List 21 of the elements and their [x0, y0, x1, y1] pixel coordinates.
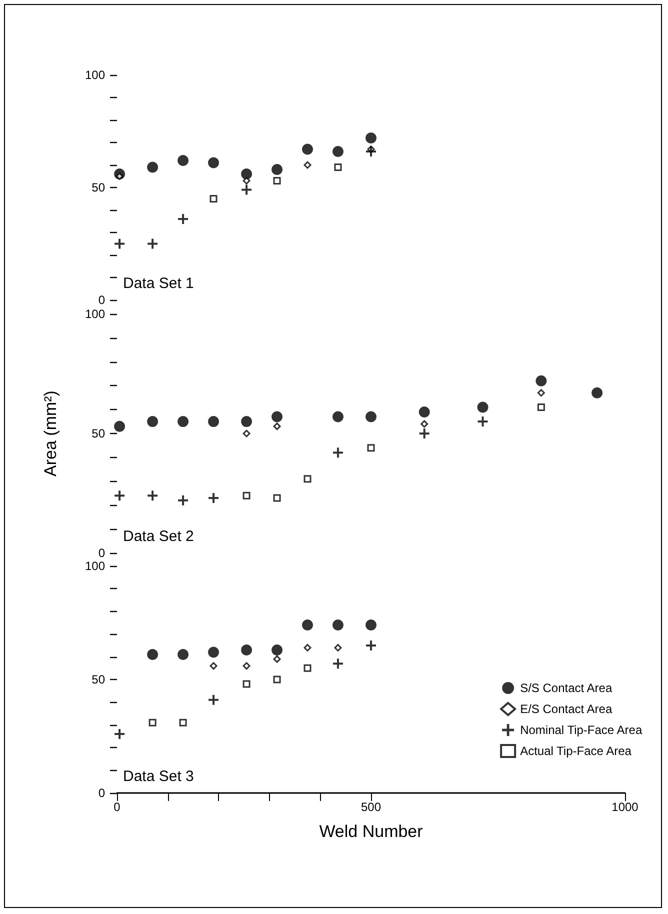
y-tick-label: 100 — [84, 307, 106, 321]
x-axis-title: Weld Number — [319, 822, 424, 841]
x-tick-label: 500 — [360, 800, 382, 814]
legend-label: S/S Contact Area — [520, 681, 612, 695]
y-tick-label: 50 — [92, 180, 106, 194]
y-tick-label: 50 — [92, 672, 106, 686]
y-tick-label: 0 — [98, 293, 106, 307]
annotation: Data Set 1 — [123, 275, 194, 292]
annotation: Data Set 2 — [123, 528, 194, 545]
legend-label: Nominal Tip-Face Area — [520, 723, 642, 737]
annotation: Data Set 3 — [123, 768, 194, 785]
y-tick-label: 50 — [92, 426, 106, 440]
y-tick-label: 0 — [98, 546, 106, 560]
x-tick-label: 1000 — [612, 800, 639, 814]
y-tick-label: 0 — [98, 786, 106, 800]
x-tick-label: 0 — [114, 800, 121, 814]
legend-label: Actual Tip-Face Area — [520, 744, 632, 758]
legend-label: E/S Contact Area — [520, 702, 612, 716]
y-tick-label: 100 — [84, 559, 106, 573]
y-tick-label: 100 — [84, 68, 106, 82]
y-axis-title: Area (mm²) — [41, 390, 60, 476]
